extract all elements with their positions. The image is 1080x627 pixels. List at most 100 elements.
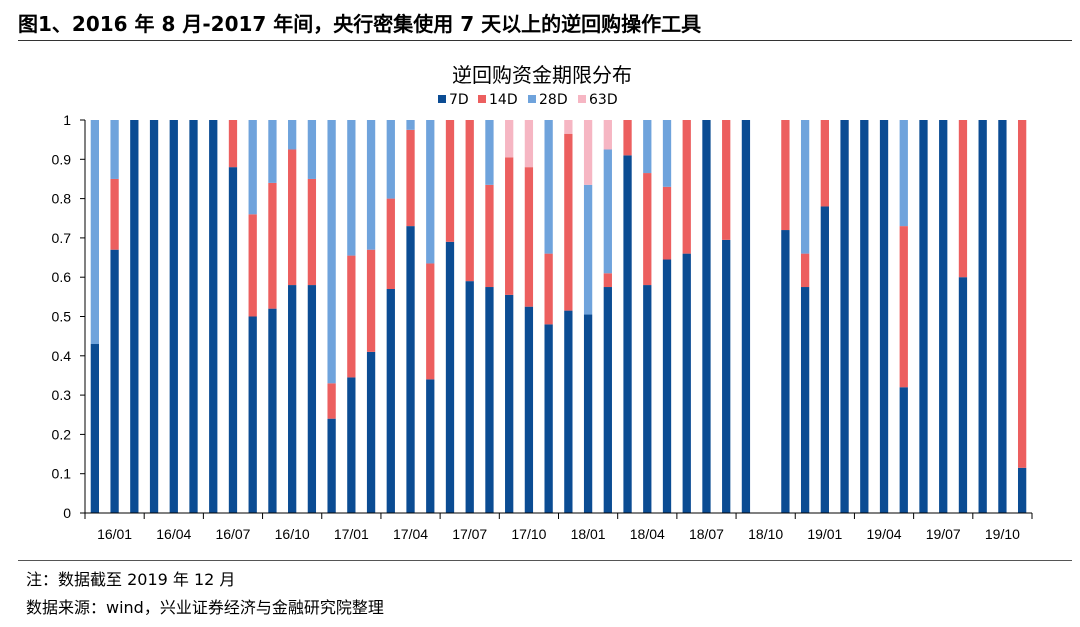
bar-7d-2019-02	[820, 206, 829, 513]
bar-14d-2017-03	[366, 249, 376, 352]
bar-7d-2018-08	[702, 120, 711, 513]
x-tick-label: 19/04	[867, 526, 902, 542]
bar-7d-2016-02	[110, 249, 119, 513]
bar-7d-2018-07	[682, 253, 691, 513]
bar-14d-2016-10	[268, 182, 277, 309]
bar-14d-2018-03	[603, 273, 612, 288]
bar-7d-2016-10	[268, 308, 277, 513]
y-axis: 0 0.1 0.2 0.3 0.4 0.5 0.6 0.7 0.8 0.9 1	[52, 112, 86, 521]
bar-7d-2016-01	[90, 344, 100, 513]
y-tick-label: 0	[63, 505, 71, 521]
bar-28d-2017-03	[366, 120, 376, 250]
bar-14d-2019-09	[958, 120, 968, 278]
source-note: 数据来源：wind，兴业证券经济与金融研究院整理	[26, 598, 384, 617]
bar-28d-2016-12	[307, 120, 317, 179]
legend-label-63d: 63D	[589, 92, 618, 108]
y-tick-label: 0.9	[52, 151, 72, 167]
bar-7d-2017-08	[465, 281, 474, 513]
bar-7d-2017-07	[445, 241, 455, 513]
x-tick-label: 17/01	[334, 526, 369, 542]
bar-7d-2017-11	[524, 306, 534, 513]
legend: 7D 14D 28D 63D	[438, 92, 618, 108]
bar-28d-2017-12	[544, 120, 553, 254]
x-tick-label: 16/04	[156, 526, 191, 542]
bar-7d-2018-01	[564, 310, 573, 513]
bar-7d-2018-02	[583, 314, 593, 513]
legend-label-28d: 28D	[539, 92, 568, 108]
bar-63d-2017-11	[524, 120, 534, 168]
bar-14d-2017-05	[406, 129, 415, 227]
bar-7d-2019-07	[919, 120, 928, 513]
x-tick-label: 18/10	[748, 526, 783, 542]
bar-14d-2017-01	[327, 383, 336, 419]
bar-7d-2016-07	[209, 120, 218, 513]
bar-7d-2018-06	[662, 259, 672, 513]
bar-7d-2016-03	[130, 120, 139, 513]
bar-14d-2018-04	[623, 120, 632, 156]
bar-28d-2018-03	[603, 149, 612, 274]
bar-14d-2017-08	[465, 120, 474, 282]
bar-7d-2018-03	[603, 287, 612, 513]
legend-swatch-7d	[438, 95, 446, 103]
bar-14d-2018-06	[662, 186, 672, 260]
bar-28d-2017-09	[485, 120, 494, 185]
bar-7d-2017-10	[505, 294, 514, 513]
bar-28d-2017-01	[327, 120, 336, 384]
bar-7d-2019-04	[860, 120, 869, 513]
bar-7d-2018-10	[741, 120, 751, 513]
legend-swatch-28d	[528, 95, 536, 103]
bar-7d-2016-08	[228, 167, 238, 513]
y-tick-label: 0.6	[52, 269, 72, 285]
bar-28d-2018-02	[583, 184, 593, 315]
bar-14d-2017-12	[544, 253, 553, 325]
bar-14d-2016-08	[228, 120, 238, 168]
bar-28d-2017-02	[347, 120, 356, 256]
bar-14d-2016-11	[288, 149, 297, 286]
bar-7d-2016-04	[149, 120, 159, 513]
bar-28d-2016-01	[90, 120, 100, 345]
bar-28d-2018-06	[662, 120, 672, 187]
x-tick-label: 16/07	[215, 526, 250, 542]
bar-14d-2016-12	[307, 178, 317, 286]
bar-7d-2017-09	[485, 287, 494, 513]
bar-14d-2017-11	[524, 167, 534, 307]
bar-7d-2019-12	[1017, 467, 1027, 513]
bar-7d-2019-03	[840, 120, 849, 513]
bar-63d-2017-10	[505, 120, 514, 158]
bar-14d-2018-05	[643, 173, 652, 286]
bar-28d-2017-04	[386, 120, 395, 199]
bar-7d-2019-08	[939, 120, 948, 513]
y-tick-label: 0.5	[52, 309, 72, 325]
bar-7d-2016-11	[288, 285, 297, 513]
bar-28d-2019-06	[899, 120, 908, 227]
bar-28d-2017-06	[426, 120, 435, 264]
bar-7d-2019-11	[998, 120, 1007, 513]
top-rule	[18, 40, 1072, 41]
bar-7d-2018-05	[643, 285, 652, 513]
bar-28d-2017-05	[406, 120, 415, 130]
x-tick-label: 18/01	[571, 526, 606, 542]
legend-label-7d: 7D	[449, 92, 469, 108]
bar-28d-2019-01	[800, 120, 810, 254]
bar-7d-2018-09	[722, 239, 731, 514]
bar-28d-2016-11	[288, 120, 297, 150]
bar-7d-2017-05	[406, 226, 415, 514]
bar-7d-2016-12	[307, 285, 317, 513]
bar-14d-2017-07	[445, 120, 455, 242]
bar-14d-2016-02	[110, 178, 119, 250]
bar-7d-2017-12	[544, 324, 553, 513]
bar-14d-2017-04	[386, 198, 395, 289]
bar-14d-2019-01	[800, 253, 810, 288]
y-tick-label: 1	[63, 112, 71, 128]
bar-28d-2018-05	[643, 120, 652, 174]
y-tick-label: 0.4	[52, 348, 72, 364]
x-tick-label: 19/10	[985, 526, 1020, 542]
bar-7d-2019-05	[879, 120, 889, 513]
x-tick-label: 18/07	[689, 526, 724, 542]
bars	[90, 120, 1027, 514]
x-tick-label: 19/07	[926, 526, 961, 542]
bar-14d-2018-09	[722, 120, 731, 240]
bar-7d-2019-06	[899, 387, 908, 513]
x-tick-label: 18/04	[630, 526, 665, 542]
bar-7d-2019-10	[978, 120, 987, 513]
